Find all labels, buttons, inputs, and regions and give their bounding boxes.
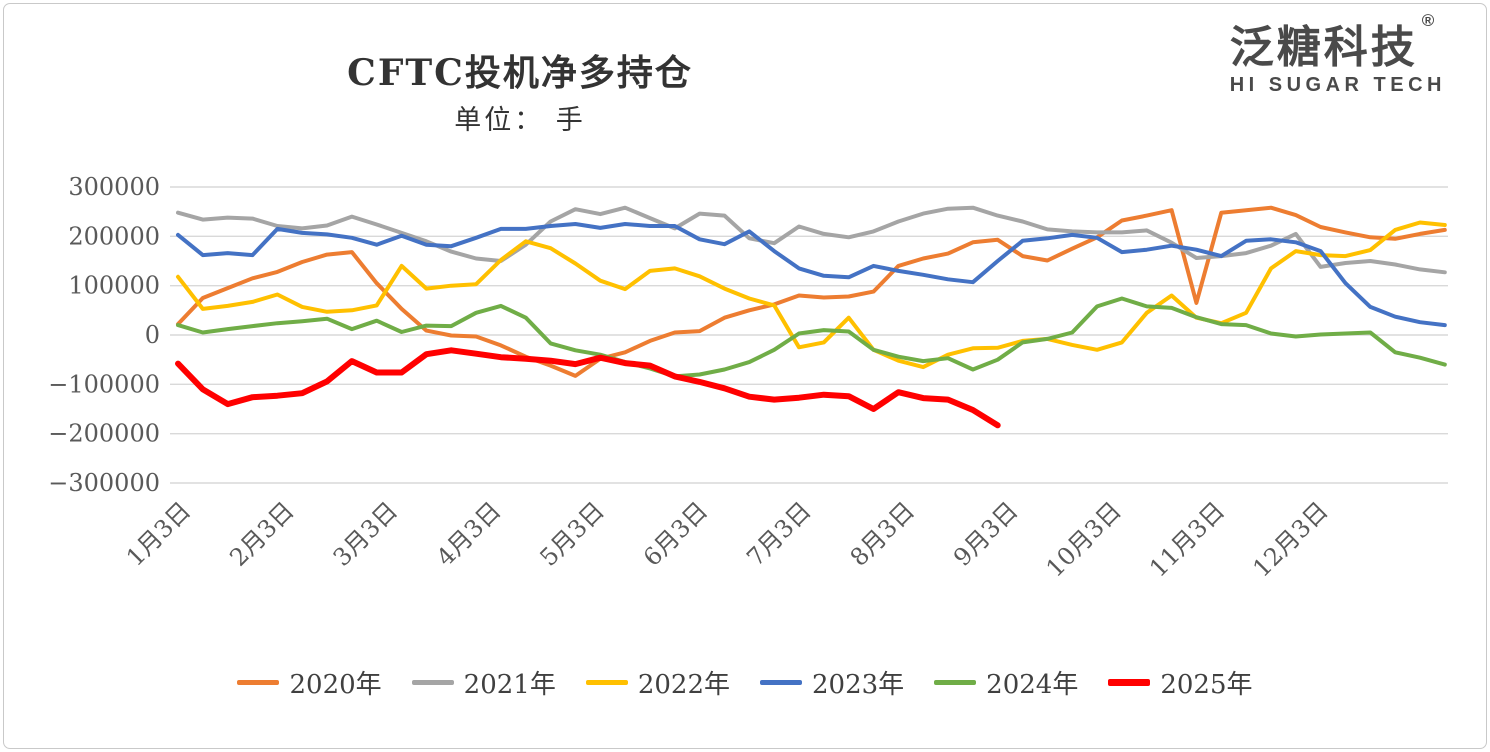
legend-item-2020年[interactable]: 2020年 <box>237 664 382 701</box>
legend-label: 2025年 <box>1160 670 1253 700</box>
x-tick-label: 10月3日 <box>1041 496 1127 582</box>
legend-swatch <box>760 680 802 685</box>
legend-label: 2020年 <box>289 670 382 700</box>
legend-item-2022年[interactable]: 2022年 <box>585 664 730 701</box>
y-tick-label: 300000 <box>68 173 160 201</box>
y-tick-label: −300000 <box>48 469 160 497</box>
x-tick-label: 6月3日 <box>638 496 713 571</box>
chart-subtitle: 单位： 手 <box>454 105 586 136</box>
y-tick-label: −100000 <box>48 370 160 398</box>
legend-label: 2021年 <box>463 670 556 700</box>
legend-label: 2022年 <box>637 670 730 700</box>
y-tick-label: 0 <box>145 321 160 349</box>
legend-item-2025年[interactable]: 2025年 <box>1108 664 1253 701</box>
x-tick-label: 1月3日 <box>121 496 196 571</box>
line-chart: 300000 200000 100000 0 −100000 −200000 −300000… <box>48 173 1448 583</box>
logo-cn-text: 泛糖科技 <box>1229 23 1418 72</box>
x-tick-label: 9月3日 <box>948 496 1023 571</box>
y-tick-label: 200000 <box>68 222 160 250</box>
legend-swatch <box>237 680 280 685</box>
x-tick-label: 12月3日 <box>1248 496 1334 582</box>
legend-swatch <box>585 680 628 685</box>
series-line-2023年 <box>176 222 1447 328</box>
y-tick-label: −200000 <box>48 420 160 448</box>
x-tick-label: 11月3日 <box>1144 496 1230 582</box>
y-tick-label: 100000 <box>68 272 160 300</box>
legend-item-2024年[interactable]: 2024年 <box>934 664 1078 701</box>
series-line-2020年 <box>176 205 1447 378</box>
x-tick-label: 5月3日 <box>535 496 610 571</box>
x-tick-label: 8月3日 <box>845 496 920 571</box>
x-tick-label: 4月3日 <box>431 496 506 571</box>
brand-logo: 泛糖科技® HI SUGAR TECH <box>1229 12 1446 97</box>
registered-mark: ® <box>1421 11 1438 31</box>
legend-item-2023年[interactable]: 2023年 <box>760 664 904 701</box>
legend-label: 2024年 <box>986 670 1079 700</box>
legend-swatch <box>934 680 977 685</box>
legend-item-2021年[interactable]: 2021年 <box>411 664 556 701</box>
legend: 2020年 2021年 2022年 2023年 2024年 2025年 <box>0 664 1490 701</box>
series-line-2021年 <box>176 205 1447 275</box>
legend-swatch <box>1108 679 1151 686</box>
x-tick-label: 3月3日 <box>328 496 403 571</box>
chart-title: CFTC投机净多持仓 <box>347 52 693 94</box>
legend-label: 2023年 <box>812 670 905 700</box>
legend-swatch <box>411 680 454 685</box>
logo-en-text: HI SUGAR TECH <box>1229 74 1446 96</box>
series-line-2025年 <box>175 347 1001 429</box>
x-tick-label: 7月3日 <box>741 496 816 571</box>
series-line-2022年 <box>176 220 1447 370</box>
logo-cn-row: 泛糖科技® <box>1229 12 1446 72</box>
x-tick-label: 2月3日 <box>224 496 299 571</box>
series-line-2024年 <box>176 296 1447 379</box>
